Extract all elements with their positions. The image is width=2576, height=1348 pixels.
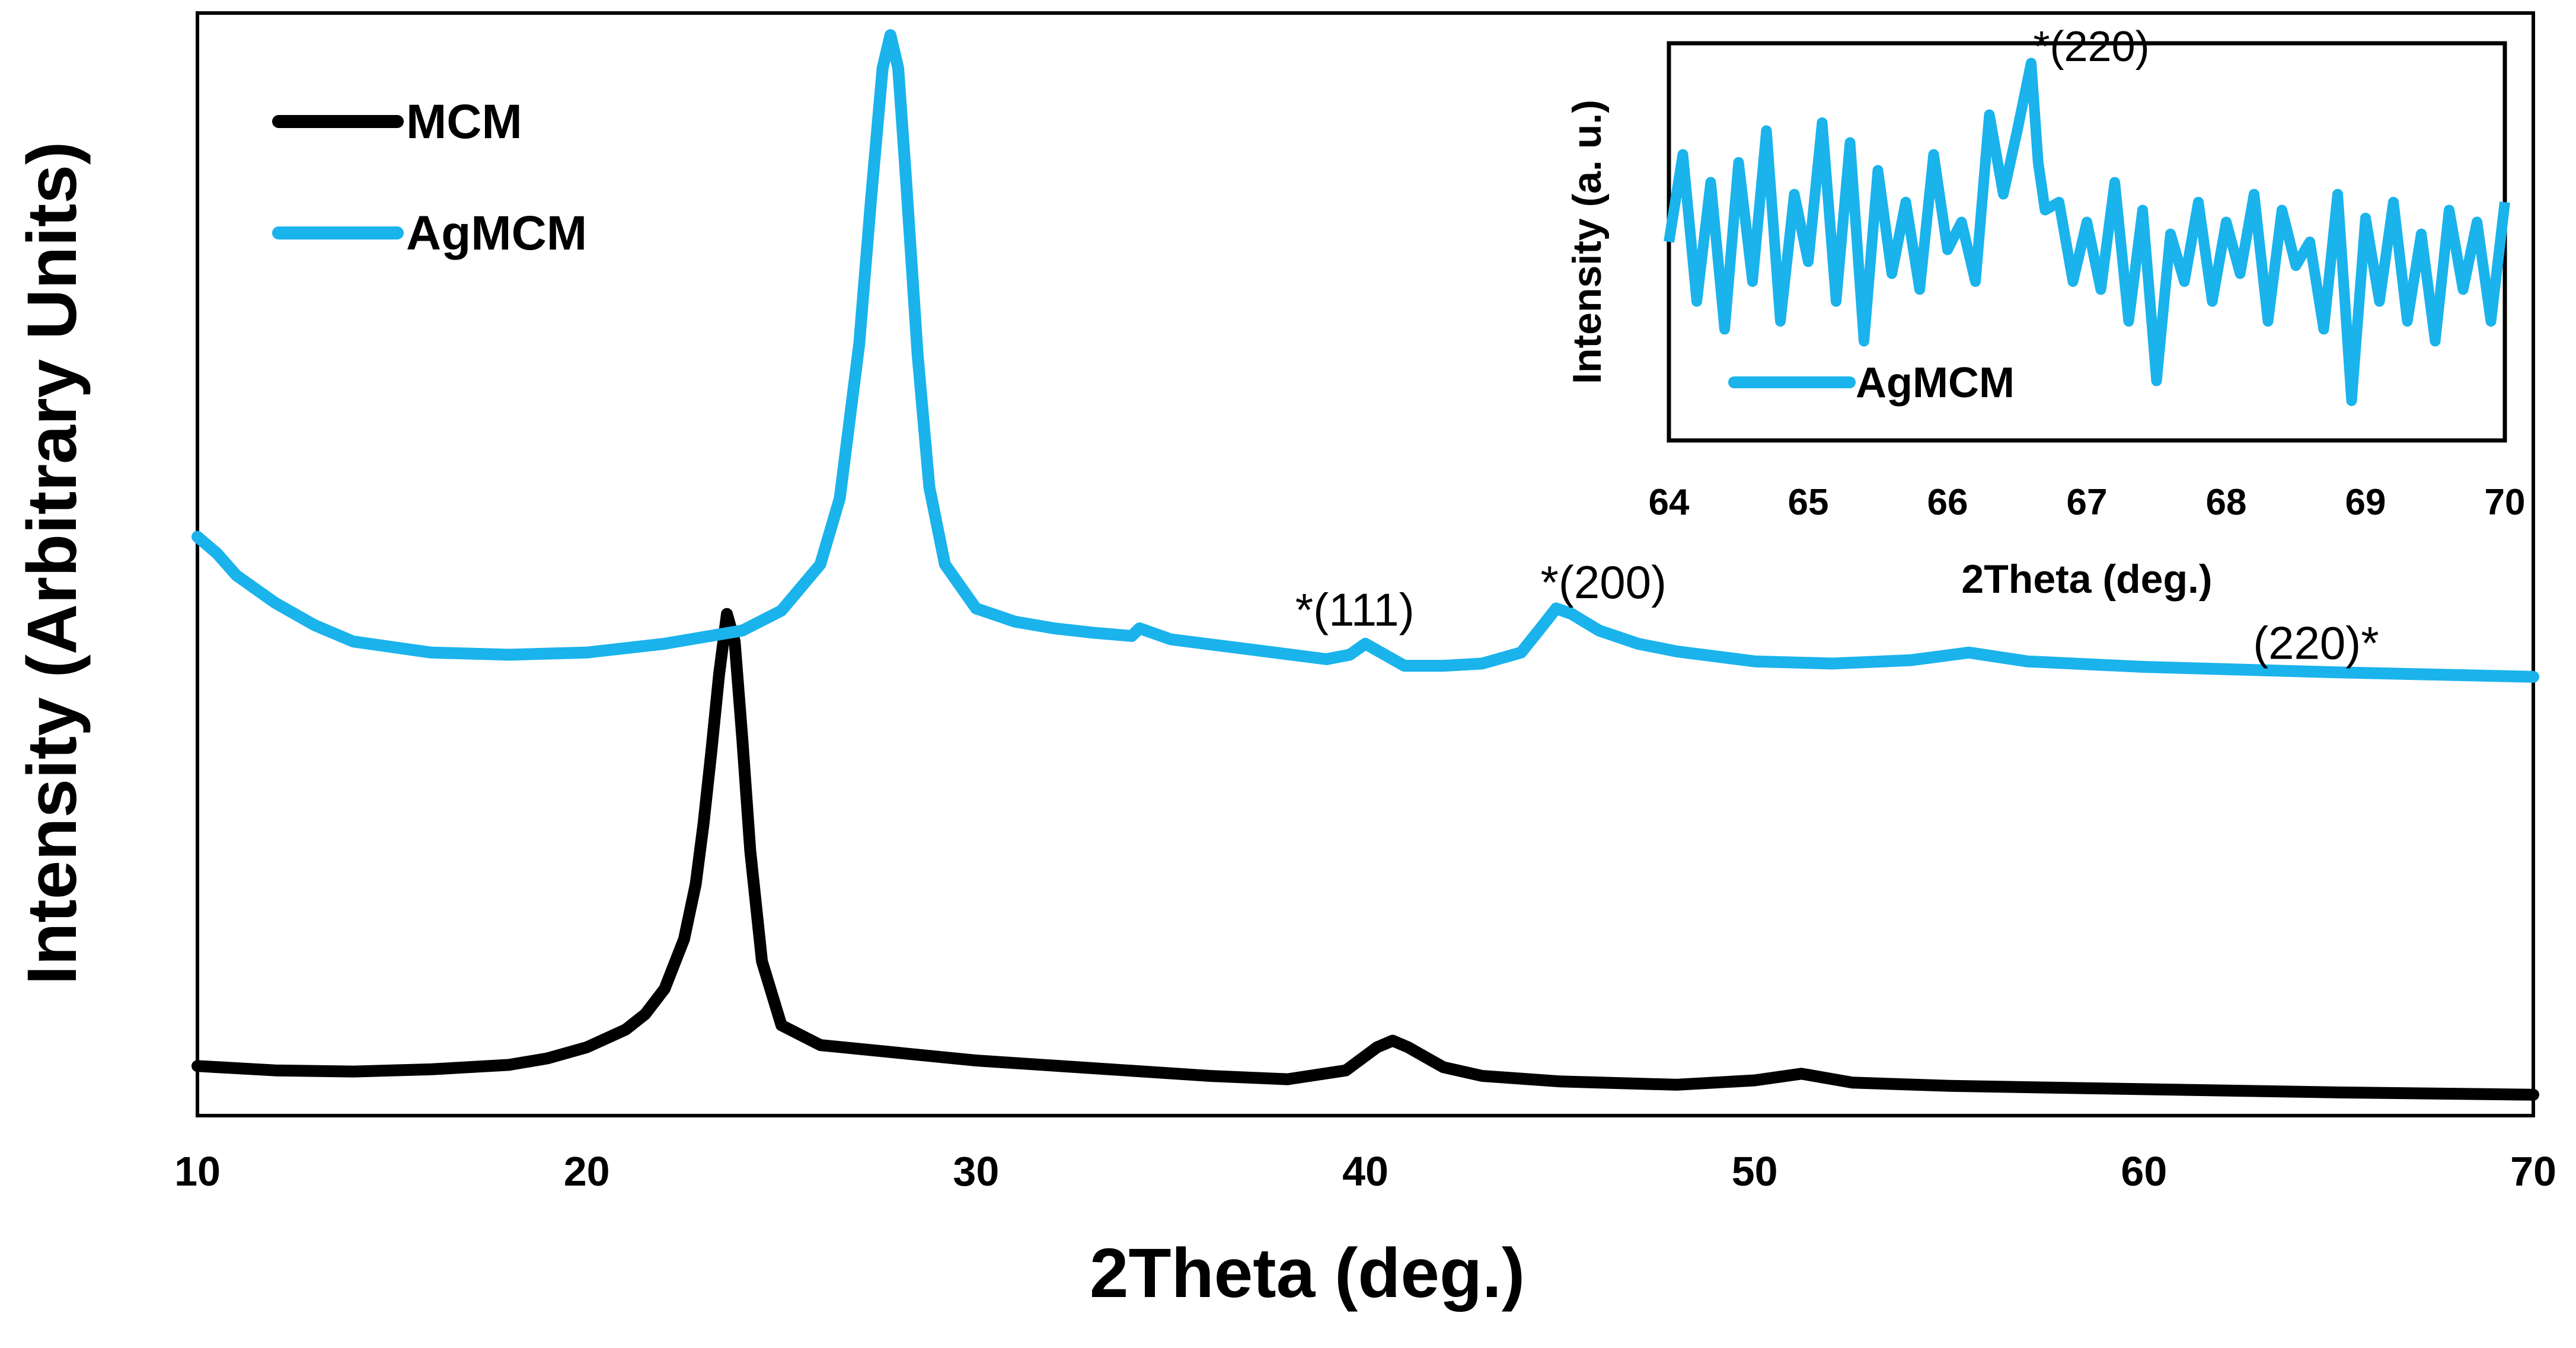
agmcm-series-line bbox=[191, 29, 2539, 683]
inset-peak-annotation: *(220) bbox=[2034, 23, 2150, 71]
inset-y-axis-title: Intensity (a. u.) bbox=[1565, 100, 1610, 384]
inset-x-tick-label: 67 bbox=[2067, 482, 2108, 523]
inset-agmcm-series-line bbox=[1664, 58, 2510, 406]
main-y-axis-title: Intensity (Arbitrary Units) bbox=[13, 142, 91, 985]
mcm-series-line bbox=[191, 608, 2539, 1101]
inset-x-tick-label: 69 bbox=[2345, 482, 2386, 523]
main-x-tick-label: 40 bbox=[1342, 1148, 1388, 1194]
main-x-tick-label: 50 bbox=[1732, 1148, 1778, 1194]
inset-legend: AgMCM bbox=[1728, 359, 2015, 407]
main-x-tick-label: 10 bbox=[174, 1148, 221, 1194]
peak-annotation: *(200) bbox=[1541, 556, 1667, 608]
main-legend: MCM AgMCM bbox=[272, 95, 587, 260]
peak-annotation: *(111) bbox=[1295, 584, 1415, 636]
inset-x-tick-label: 64 bbox=[1649, 482, 1690, 523]
main-x-tick-label: 70 bbox=[2510, 1148, 2556, 1194]
inset-x-axis-title: 2Theta (deg.) bbox=[1961, 557, 2212, 602]
inset-x-tick-labels: 64 65 66 67 68 69 70 bbox=[1649, 482, 2526, 523]
inset-x-tick-label: 66 bbox=[1927, 482, 1968, 523]
main-x-tick-label: 60 bbox=[2121, 1148, 2167, 1194]
main-plot-frame bbox=[196, 11, 2535, 1117]
legend-label-mcm: MCM bbox=[406, 95, 522, 149]
inset-x-tick-label: 68 bbox=[2206, 482, 2247, 523]
main-peak-annotations: *(111) *(200) (220)* bbox=[1295, 556, 2379, 669]
inset-x-tick-label: 70 bbox=[2485, 482, 2526, 523]
main-x-axis-title: 2Theta (deg.) bbox=[1090, 1234, 1525, 1312]
main-x-tick-label: 20 bbox=[564, 1148, 610, 1194]
legend-label-agmcm: AgMCM bbox=[406, 206, 587, 260]
inset-peak-annotations: *(220) bbox=[2034, 23, 2150, 71]
inset-legend-label-agmcm: AgMCM bbox=[1856, 359, 2015, 407]
peak-annotation: (220)* bbox=[2253, 617, 2379, 669]
inset-x-tick-label: 65 bbox=[1788, 482, 1829, 523]
main-x-tick-label: 30 bbox=[953, 1148, 999, 1194]
main-x-tick-labels: 10 20 30 40 50 60 70 bbox=[174, 1148, 2556, 1194]
